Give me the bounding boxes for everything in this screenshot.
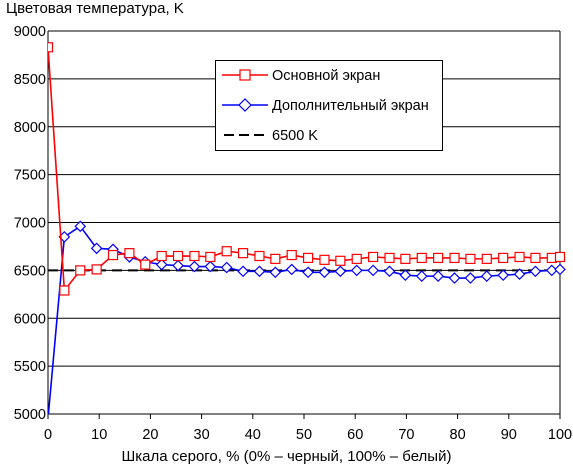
x-axis-ticks: 0 10 20 30 40 50 60 70 80 90 100 [44, 414, 572, 443]
x-tick-label: 0 [44, 427, 52, 443]
data-point-diamond [367, 264, 379, 277]
data-point-square [107, 249, 119, 261]
data-point-square [433, 252, 444, 264]
data-point-square [156, 250, 167, 262]
data-point-square [514, 251, 525, 263]
data-point-diamond [554, 263, 566, 276]
data-point-square [205, 251, 216, 263]
data-point-square [416, 252, 427, 264]
legend-line-blue-diamond-icon [222, 98, 268, 112]
data-point-diamond [513, 268, 526, 281]
data-point-diamond [269, 266, 282, 279]
x-axis-label: Шкала серого, % (0% – черный, 100% – бел… [121, 448, 452, 465]
data-point-square [302, 252, 314, 264]
data-point-diamond [480, 270, 493, 282]
chart-title: Цветовая температура, K [6, 0, 184, 17]
data-point-diamond [204, 260, 217, 273]
data-point-diamond [90, 242, 103, 255]
data-point-diamond [188, 260, 201, 273]
x-tick-label: 90 [501, 427, 517, 443]
data-point-diamond [318, 266, 331, 279]
data-point-square [172, 250, 184, 262]
data-point-square [498, 252, 509, 264]
data-point-diamond [350, 264, 363, 277]
legend-line-dashed-icon [224, 134, 268, 136]
y-tick-label: 9000 [14, 24, 46, 40]
legend-item-main-screen: Основной экран [216, 65, 442, 85]
legend-item-secondary-screen: Дополнительный экран [216, 95, 442, 115]
data-point-diamond [383, 265, 396, 278]
data-point-square [237, 248, 249, 259]
data-point-square [270, 253, 281, 264]
y-tick-label: 7500 [14, 168, 46, 184]
legend: Основной экран Дополнительный экран 6500… [215, 60, 443, 151]
y-tick-label: 5000 [14, 407, 46, 423]
data-point-square [221, 246, 232, 257]
data-point-square [465, 253, 476, 264]
data-point-square [286, 249, 297, 261]
x-tick-label: 70 [398, 427, 414, 443]
data-point-square [91, 264, 102, 275]
x-tick-label: 40 [245, 427, 261, 443]
data-point-diamond [529, 265, 542, 278]
data-point-diamond [448, 272, 461, 284]
data-point-square [48, 42, 54, 53]
data-point-square [319, 254, 330, 265]
x-tick-label: 30 [194, 427, 210, 443]
x-tick-label: 100 [548, 427, 572, 443]
y-tick-label: 8000 [14, 120, 46, 136]
data-point-diamond [285, 263, 298, 276]
data-point-diamond [464, 272, 477, 284]
data-point-diamond [48, 412, 50, 414]
data-point-diamond [74, 220, 87, 233]
data-point-diamond [253, 265, 266, 278]
data-point-diamond [220, 261, 233, 274]
data-point-diamond [415, 270, 428, 282]
y-tick-label: 6000 [14, 311, 46, 327]
data-point-square [449, 252, 460, 264]
data-point-square [124, 248, 135, 259]
series-layer [48, 42, 566, 414]
y-tick-label: 5500 [14, 359, 46, 375]
data-point-square [368, 251, 379, 263]
legend-item-reference: 6500 K [216, 125, 442, 145]
data-point-diamond [155, 258, 168, 271]
data-point-square [335, 255, 346, 266]
data-point-square [530, 252, 541, 264]
x-tick-label: 80 [450, 427, 466, 443]
x-tick-label: 20 [142, 427, 158, 443]
x-tick-label: 60 [347, 427, 363, 443]
y-tick-label: 8500 [14, 72, 46, 88]
data-point-square [351, 253, 362, 264]
legend-label: 6500 K [272, 128, 318, 144]
data-point-square [59, 285, 70, 296]
legend-line-red-square-icon [222, 69, 268, 81]
data-point-square [400, 253, 411, 264]
data-point-square [189, 250, 200, 262]
legend-label: Основной экран [272, 68, 381, 84]
data-point-square [554, 251, 566, 263]
data-point-diamond [334, 265, 347, 278]
data-point-square [75, 265, 86, 276]
data-point-diamond [497, 269, 510, 282]
data-point-diamond [432, 270, 444, 282]
data-point-diamond [302, 266, 314, 279]
data-point-square [254, 250, 265, 262]
y-tick-label: 7000 [14, 216, 46, 232]
legend-label: Дополнительный экран [272, 98, 429, 114]
y-tick-label: 6500 [14, 263, 46, 279]
data-point-diamond [399, 269, 412, 282]
x-tick-label: 50 [296, 427, 312, 443]
x-tick-label: 10 [91, 427, 107, 443]
data-point-diamond [237, 265, 249, 278]
data-point-square [140, 259, 151, 270]
data-point-diamond [172, 259, 184, 272]
y-axis-ticks: 5000 5500 6000 6500 7000 7500 8000 8500 9000 [14, 24, 46, 423]
data-point-square [384, 252, 395, 264]
data-point-square [481, 253, 492, 264]
